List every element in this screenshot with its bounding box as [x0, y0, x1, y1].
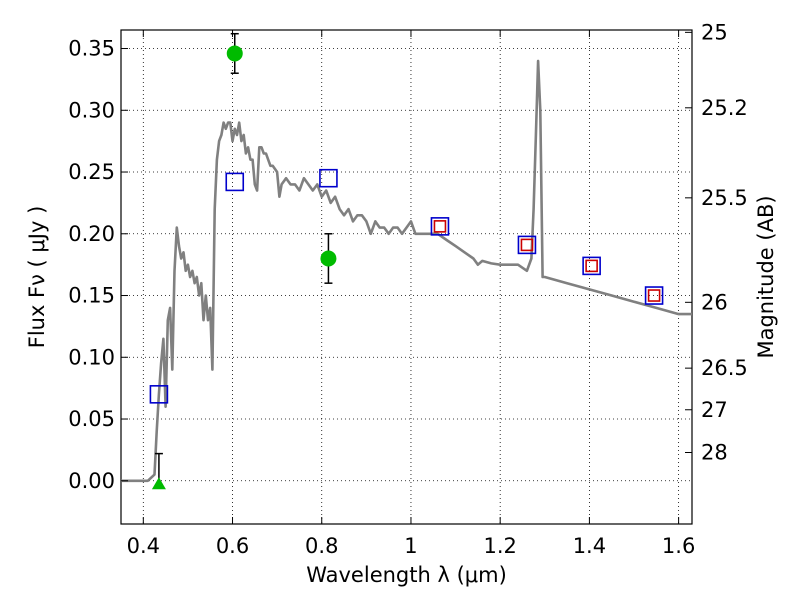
y-axis-right: 25 25.2 25.5 26 26.5 27 28	[685, 20, 748, 464]
x-tick-label: 0.6	[216, 534, 249, 558]
model-flux-marker	[517, 235, 537, 255]
y-tick-label: 0.00	[68, 469, 115, 493]
detection-marker	[320, 250, 337, 267]
model-flux-marker	[319, 168, 338, 188]
plot-frame	[120, 29, 693, 525]
y-tick-label: 0.10	[68, 345, 115, 369]
detection-marker	[226, 45, 243, 62]
x-tick-label: 1.4	[573, 534, 606, 558]
grid	[121, 30, 692, 524]
y-tick-label: 0.30	[68, 98, 115, 122]
model-flux-marker	[582, 256, 601, 276]
right-tick-label: 28	[701, 440, 728, 464]
y-tick-label: 0.15	[68, 284, 115, 308]
right-tick-label: 25.2	[701, 96, 748, 120]
y-axis-right-title: Magnitude (AB)	[754, 195, 778, 358]
model-flux-marker	[644, 286, 664, 305]
x-tick-label: 1	[404, 534, 417, 558]
y-tick-label: 0.20	[68, 222, 115, 246]
y-axis-left: 0.00 0.05 0.10 0.15 0.20 0.25 0.30 0.35	[68, 37, 128, 493]
y-axis-title: Flux Fν ( μJy )	[25, 206, 49, 349]
right-tick-label: 27	[701, 398, 728, 422]
x-tick-label: 0.4	[127, 534, 160, 558]
right-tick-label: 25.5	[701, 186, 748, 210]
x-axis: 0.4 0.6 0.8 1 1.2 1.4 1.6	[127, 30, 695, 558]
marker-layer	[149, 32, 664, 490]
model-flux-marker	[149, 385, 169, 404]
right-tick-label: 26	[701, 290, 728, 314]
observed-flux-marker-inner	[585, 259, 598, 273]
y-tick-label: 0.05	[68, 407, 115, 431]
y-tick-label: 0.35	[68, 37, 115, 61]
observed-flux-marker-inner	[433, 220, 447, 233]
right-tick-label: 25	[701, 20, 728, 44]
observed-flux-marker-inner	[647, 289, 661, 302]
x-tick-label: 1.6	[662, 534, 695, 558]
y-tick-label: 0.25	[68, 160, 115, 184]
model-spectrum-line	[121, 59, 692, 483]
model-flux-marker	[225, 172, 245, 192]
x-tick-label: 1.2	[483, 534, 516, 558]
upper-limit-marker	[151, 477, 166, 490]
x-axis-title: Wavelength λ (μm)	[306, 563, 507, 587]
model-flux-marker	[430, 217, 450, 236]
observed-flux-marker-inner	[520, 238, 534, 252]
x-tick-label: 0.8	[305, 534, 338, 558]
right-tick-label: 26.5	[701, 356, 748, 380]
curve-layer	[121, 59, 692, 483]
